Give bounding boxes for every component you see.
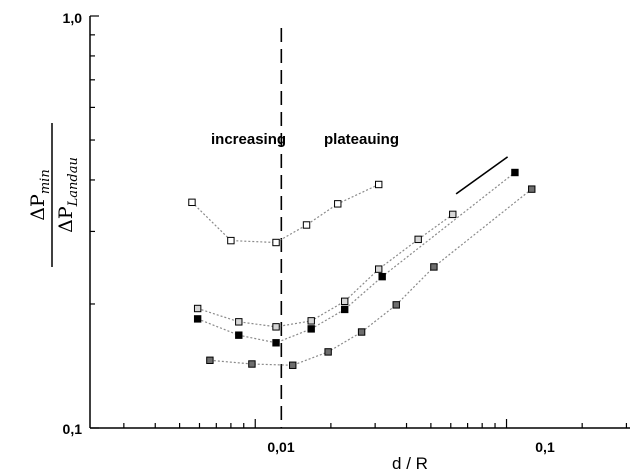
series-points [188,168,536,369]
series-3-point [378,272,386,281]
series-1-line [191,183,379,244]
series-2-line [197,213,454,328]
y-tick-label-top: 1,0 [63,10,83,26]
series-2-point [341,297,349,306]
series-2-point [414,235,422,244]
series-4-point [430,263,438,271]
series-4-point [248,360,256,368]
series-4-point [357,328,366,336]
x-tick-label-001: 0,01 [267,439,294,455]
series-3-point [341,305,349,314]
series-1-point [302,221,311,229]
series-2-point [272,323,280,331]
x-axis-label: d / R [392,454,428,473]
y-num-symbol: ΔP [27,194,49,221]
y-den-symbol: ΔP [55,206,77,233]
series-4-line [209,188,533,366]
slope-reference-line [455,156,509,195]
series-2-point [375,265,383,273]
y-axis-label-denominator: ΔPLandau [55,157,81,233]
series-3-point [235,331,243,339]
x-tick-label-01: 0,1 [535,439,555,455]
series-3-point [193,315,202,323]
series-1-point [334,200,342,208]
series-1-point [188,198,196,207]
series-3-line [197,172,516,344]
series-2-point [235,318,243,326]
series-2-point [307,317,315,325]
y-num-subscript: min [38,169,53,194]
annotations [280,28,509,428]
series-3-point [511,168,519,177]
annotation-plateauing: plateauing [324,131,399,148]
series-4-point [528,185,536,193]
y-den-subscript: Landau [66,157,81,207]
series-4-point [206,356,214,364]
series-2-point [193,304,202,313]
y-axis-label-numerator: ΔPmin [27,169,53,220]
series-3-point [307,325,315,333]
series-1-point [375,180,383,189]
series-3-point [272,339,280,347]
series-1-point [272,238,280,247]
series-lines [191,172,533,366]
series-1-point [227,236,235,245]
series-4-point [392,301,400,309]
ticks [90,15,628,429]
y-tick-label-bottom: 0,1 [63,421,83,437]
axes [89,16,630,429]
annotation-increasing: increasing [211,131,286,148]
series-2-point [449,210,457,219]
series-4-point [324,348,332,356]
y-axis-label: ΔPmin ΔPLandau [27,123,81,267]
series-4-point [289,361,297,369]
